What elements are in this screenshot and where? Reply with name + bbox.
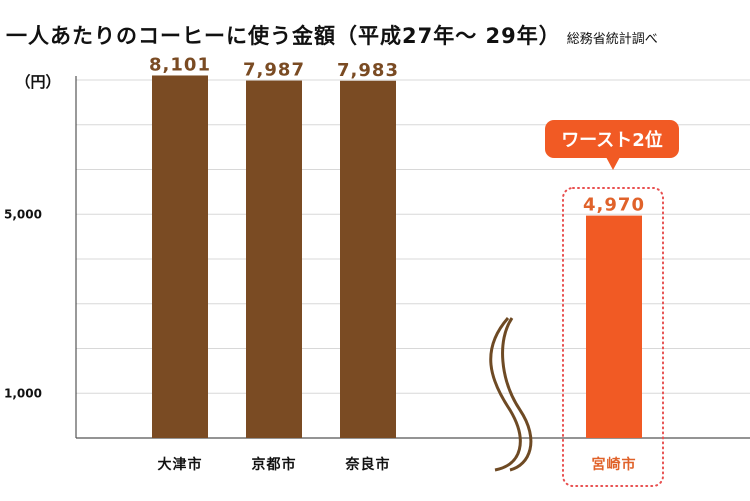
axis-break-icon <box>489 317 522 472</box>
data-label: 7,987 <box>243 60 305 81</box>
category-label: 奈良市 <box>345 456 391 473</box>
bar <box>340 80 396 439</box>
bar <box>152 75 208 438</box>
bar <box>586 215 642 438</box>
bar <box>246 80 302 438</box>
y-tick-label: 1,000 <box>4 386 42 400</box>
y-axis-unit: （円） <box>15 73 60 91</box>
data-label: 8,101 <box>149 54 211 75</box>
source-note: 総務省統計調べ <box>566 32 658 47</box>
highlight-frame <box>562 187 664 487</box>
title-text: 一人あたりのコーヒーに使う金額（平成27年～ 29年） <box>6 24 561 48</box>
data-label: 4,970 <box>583 195 645 216</box>
data-label: 7,983 <box>337 60 399 81</box>
callout-pointer <box>606 157 620 170</box>
callout-text: ワースト2位 <box>561 129 663 151</box>
category-label: 宮崎市 <box>592 456 637 473</box>
category-label: 大津市 <box>158 456 203 473</box>
chart-title: 一人あたりのコーヒーに使う金額（平成27年～ 29年） 総務省統計調べ <box>6 20 658 50</box>
axis-break-icon <box>501 317 533 472</box>
category-label: 京都市 <box>252 456 297 473</box>
callout-bubble <box>545 120 679 158</box>
y-tick-label: 5,000 <box>4 207 42 221</box>
